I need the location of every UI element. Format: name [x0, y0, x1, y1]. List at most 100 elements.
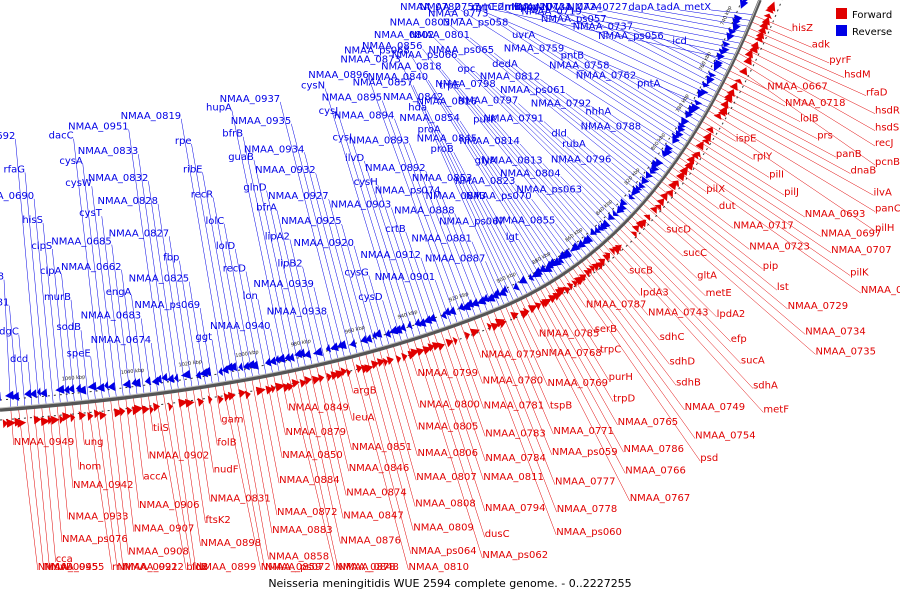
gene-arrow — [303, 349, 312, 359]
connector-line — [287, 371, 336, 571]
connector-line — [540, 79, 667, 174]
connector-line — [207, 386, 218, 446]
gene-arrow — [518, 275, 528, 284]
gene-arrow — [490, 322, 500, 332]
connector-line — [72, 403, 80, 470]
gene-arrow — [87, 381, 97, 391]
gene-label: lst — [777, 282, 789, 293]
gene-label: NMAA_0872 — [277, 507, 338, 518]
gene-arrow — [107, 382, 116, 391]
gene-arrow — [565, 248, 573, 256]
gene-label: NMAA_0827 — [109, 228, 170, 239]
connector-line — [234, 248, 260, 378]
connector-line — [242, 136, 293, 371]
gene-arrow — [294, 349, 303, 358]
gene-arrow — [722, 40, 731, 47]
connector-line — [671, 166, 707, 193]
gene-label: uvrA — [512, 30, 535, 41]
gene-arrow — [385, 329, 392, 338]
gene-label: NMAA_0780 — [483, 376, 544, 387]
gene-label: ispE — [736, 133, 757, 144]
gene-label: NMAA_ps076 — [62, 534, 128, 545]
gene-arrow — [742, 0, 748, 4]
gene-label: NMAA_0892 — [365, 163, 426, 174]
gene-arrow — [400, 322, 407, 332]
connector-line — [454, 213, 495, 311]
connector-line — [460, 9, 683, 152]
gene-label: dedA — [492, 59, 518, 70]
connector-line — [185, 389, 206, 524]
gene-label: NMAA_0854 — [399, 113, 460, 124]
connector-line — [713, 98, 851, 174]
gene-arrow — [638, 181, 646, 189]
gene-arrow — [370, 360, 380, 369]
gene-label: metX — [684, 2, 711, 13]
connector-line — [742, 40, 867, 96]
gene-arrow — [144, 376, 151, 386]
connector-line — [372, 351, 416, 507]
gene-label: NMAA_0825 — [129, 274, 190, 285]
gene-arrow — [340, 367, 347, 377]
gene-label: NMAA_0848 — [338, 562, 399, 573]
connector-line — [157, 203, 186, 390]
gene-label: NMAA_0803 — [390, 17, 451, 28]
gene-label: NMAA_0879 — [286, 427, 347, 438]
gene-arrow — [270, 384, 276, 394]
gene-label: NMAA_0823 — [455, 176, 516, 187]
gene-arrow — [448, 306, 457, 315]
gene-arrow — [87, 411, 94, 421]
connector-line — [564, 51, 695, 133]
gene-arrow — [62, 412, 72, 422]
connector-line — [649, 194, 788, 310]
gene-arrow — [185, 398, 195, 408]
gene-arrow — [766, 1, 776, 12]
gene-label: NMAA_0777 — [555, 477, 616, 488]
gene-label: NMAA_ps064 — [411, 546, 477, 557]
gene-label: NMAA_ps062 — [482, 550, 548, 561]
connector-line — [326, 314, 339, 361]
gene-label: NMAA_0940 — [210, 321, 271, 332]
gene-arrow — [63, 385, 70, 395]
connector-line — [422, 48, 588, 257]
connector-line — [358, 355, 412, 554]
gene-arrow — [126, 406, 133, 416]
gene-arrow — [702, 132, 712, 142]
gene-arrow — [443, 307, 452, 316]
connector-line — [753, 15, 792, 32]
connector-line — [212, 197, 247, 380]
gene-label: sdhA — [753, 381, 778, 392]
connector-line — [337, 360, 353, 421]
connector-line — [276, 210, 313, 367]
connector-line — [480, 315, 557, 513]
gene-label: NMAA_0788 — [581, 122, 642, 133]
gene-label: guaB — [228, 152, 254, 163]
gene-label: NMAA_0893 — [349, 135, 410, 146]
gene-label: rfaG — [3, 164, 25, 175]
gene-arrow — [656, 198, 665, 207]
gene-arrow — [656, 158, 664, 166]
gene-arrow — [595, 262, 604, 270]
gene-arrow — [445, 338, 454, 348]
gene-arrow — [743, 55, 752, 66]
gene-label: cysA — [59, 156, 83, 167]
gene-arrow — [373, 329, 383, 338]
gene-label: trpC — [600, 345, 621, 356]
gene-label: trpE — [439, 80, 460, 91]
connector-line — [315, 173, 365, 354]
gene-arrow — [299, 379, 307, 388]
gene-label: nhhA — [585, 107, 611, 118]
gene-label: NMAA_0771 — [553, 426, 614, 437]
gene-arrow — [207, 395, 213, 405]
gene-label: dcd — [10, 354, 28, 365]
gene-label: NMAA_ps060 — [556, 527, 622, 538]
gene-arrow — [676, 171, 685, 182]
connector-line — [302, 266, 326, 364]
gene-label: NMAA_0938 — [267, 306, 328, 317]
gene-arrow — [691, 103, 700, 114]
gene-label: NMAA_0840 — [368, 72, 429, 83]
gene-label: sdhC — [660, 332, 685, 343]
gene-arrow — [288, 352, 295, 362]
connector-line — [530, 9, 715, 98]
gene-arrow — [534, 266, 543, 275]
connector-line — [270, 328, 280, 374]
